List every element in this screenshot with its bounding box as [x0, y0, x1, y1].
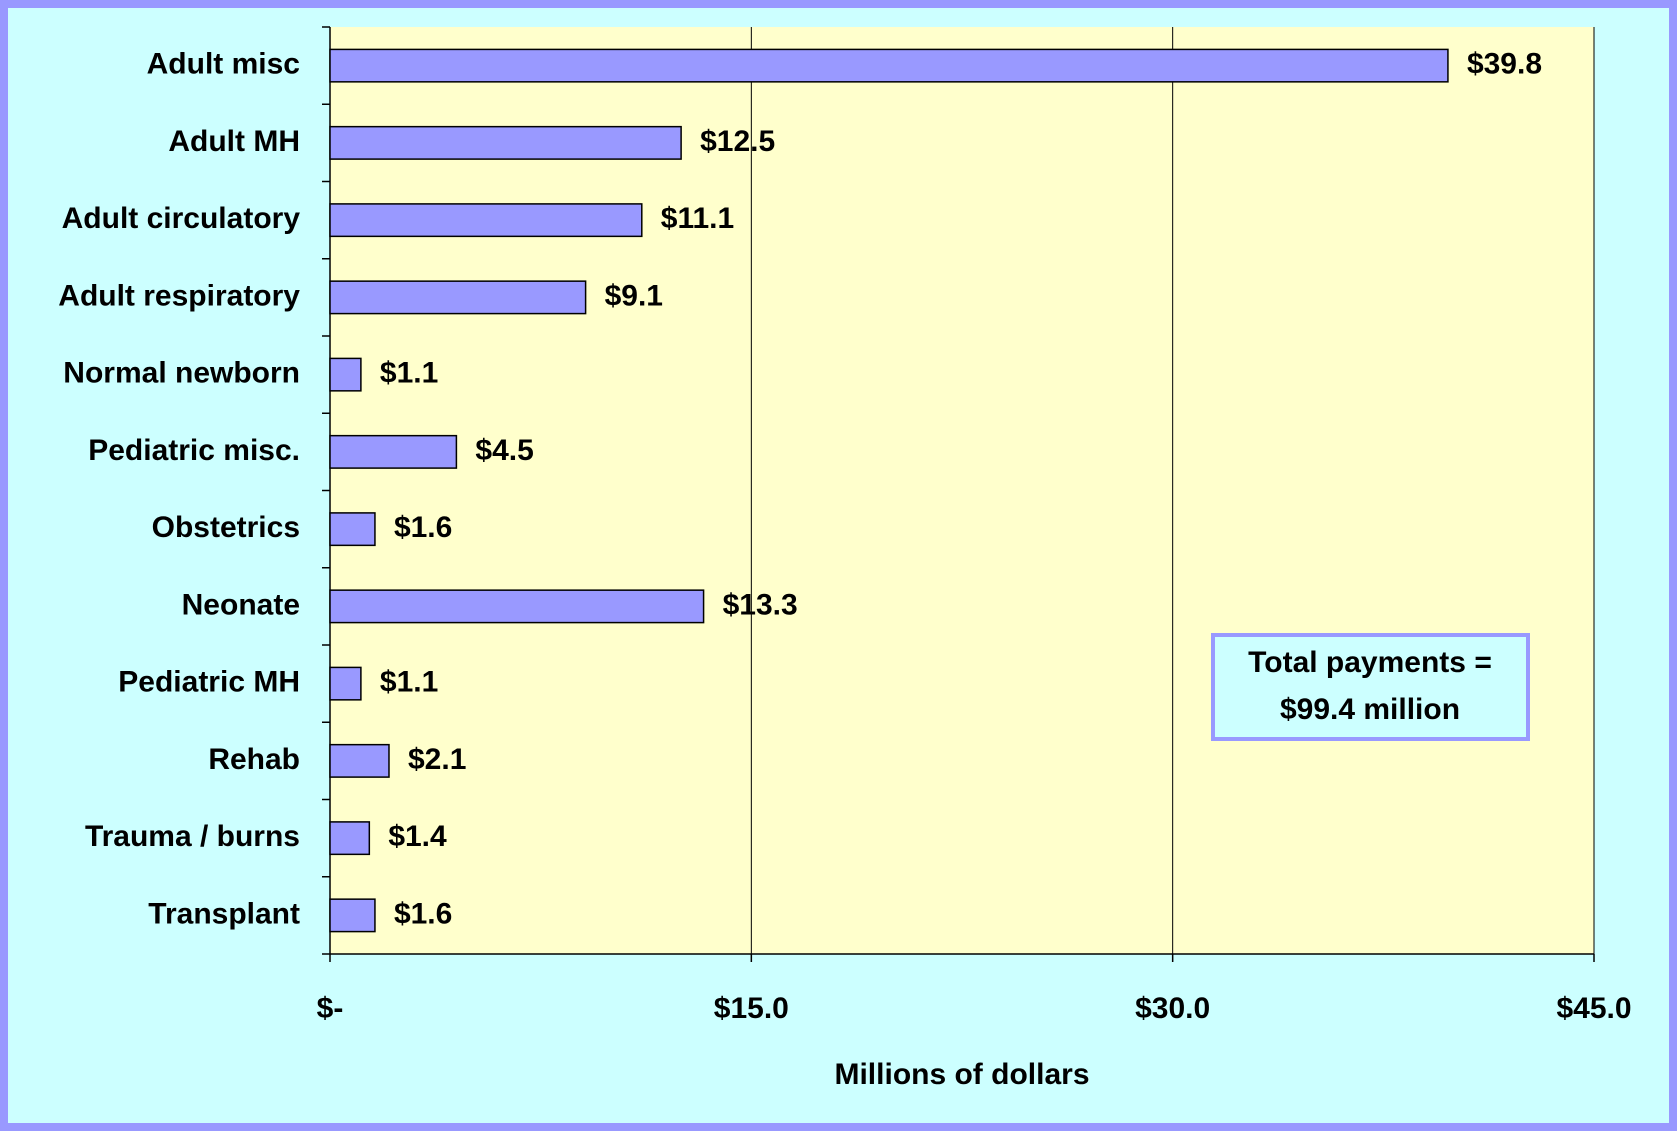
category-label: Adult respiratory: [58, 279, 300, 312]
value-label: $9.1: [605, 279, 663, 312]
category-label: Pediatric MH: [118, 666, 300, 699]
category-label: Neonate: [182, 588, 300, 621]
value-label: $11.1: [661, 202, 734, 235]
category-label: Adult misc: [147, 48, 300, 81]
category-label: Rehab: [208, 743, 300, 776]
category-label: Adult circulatory: [62, 202, 301, 235]
category-label: Obstetrics: [152, 511, 300, 544]
x-tick-label: $45.0: [1556, 992, 1631, 1025]
value-label: $2.1: [408, 743, 466, 776]
category-label: Transplant: [148, 897, 300, 930]
x-axis-label: Millions of dollars: [834, 1058, 1089, 1091]
bar: [329, 357, 362, 392]
bar: [329, 280, 587, 315]
bar: [329, 203, 643, 238]
value-label: $12.5: [700, 125, 775, 158]
x-tick-label: $-: [317, 992, 344, 1025]
bar: [329, 48, 1449, 83]
category-label: Trauma / burns: [85, 820, 300, 853]
value-label: $1.6: [394, 511, 452, 544]
category-label: Normal newborn: [63, 357, 300, 390]
bar: [329, 821, 371, 856]
value-label: $13.3: [723, 588, 798, 621]
bar: [329, 743, 390, 778]
x-tick-label: $30.0: [1135, 992, 1210, 1025]
plot-area: [330, 27, 1594, 954]
category-label: Adult MH: [168, 125, 300, 158]
annotation-line: $99.4 million: [1280, 693, 1460, 726]
bar: [329, 589, 705, 624]
value-label: $1.1: [380, 666, 438, 699]
bar: [329, 666, 362, 701]
annotation-box: [1211, 633, 1530, 741]
value-label: $1.1: [380, 357, 438, 390]
bar: [329, 434, 458, 469]
value-label: $1.4: [388, 820, 447, 853]
value-label: $39.8: [1467, 48, 1542, 81]
bar: [329, 898, 376, 933]
value-label: $1.6: [394, 897, 452, 930]
bar: [329, 512, 376, 547]
annotation-line: Total payments =: [1248, 646, 1492, 679]
bar: [329, 125, 682, 160]
value-label: $4.5: [475, 434, 533, 467]
x-tick-label: $15.0: [714, 992, 789, 1025]
category-label: Pediatric misc.: [88, 434, 300, 467]
